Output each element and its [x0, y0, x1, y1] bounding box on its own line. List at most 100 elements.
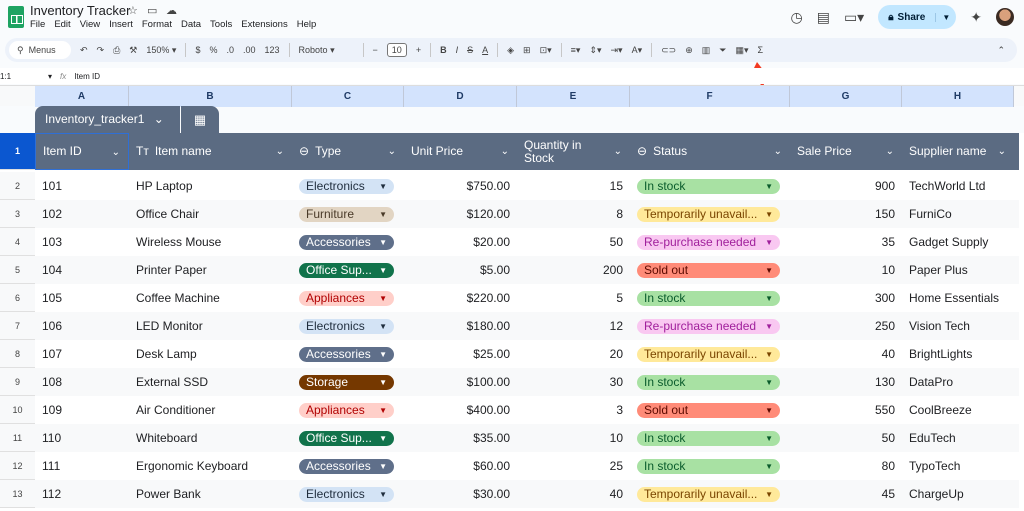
type-chip[interactable]: Appliances ▼: [299, 291, 394, 306]
chevron-down-icon[interactable]: ⌄: [387, 146, 396, 157]
increase-decimal-button[interactable]: .00: [242, 45, 256, 55]
cell-item-name[interactable]: Office Chair: [136, 207, 200, 221]
cell-item-id[interactable]: 111: [42, 459, 61, 473]
menu-edit[interactable]: Edit: [54, 19, 71, 30]
status-chip[interactable]: In stock ▼: [637, 179, 780, 194]
chevron-down-icon[interactable]: ⌄: [613, 146, 622, 157]
type-chip[interactable]: Electronics ▼: [299, 179, 394, 194]
font-size-input[interactable]: 10: [386, 43, 407, 57]
version-history-icon[interactable]: ◷: [790, 8, 803, 25]
chevron-down-icon[interactable]: ⌄: [275, 146, 284, 157]
cell-sale-price[interactable]: 300: [874, 291, 895, 305]
number-format-button[interactable]: 123: [264, 45, 280, 55]
fill-color-icon[interactable]: ◈: [507, 44, 515, 55]
cell-item-name[interactable]: Air Conditioner: [136, 403, 216, 417]
cell-unit-price[interactable]: $25.00: [473, 347, 510, 361]
filter-icon[interactable]: ⏷: [719, 44, 727, 55]
type-chip[interactable]: Office Sup... ▼: [299, 431, 394, 446]
cell-supplier-name[interactable]: FurniCo: [909, 207, 952, 221]
cell-supplier-name[interactable]: TypoTech: [909, 459, 961, 473]
cell-supplier-name[interactable]: Vision Tech: [909, 319, 970, 333]
cell-item-name[interactable]: Ergonomic Keyboard: [136, 459, 249, 473]
cell-item-id[interactable]: 101: [42, 179, 63, 193]
row-number-12[interactable]: 12: [0, 452, 35, 480]
comments-icon[interactable]: ▤: [816, 8, 830, 25]
menu-file[interactable]: File: [30, 19, 46, 30]
cell-item-name[interactable]: LED Monitor: [136, 319, 203, 333]
column-header-d[interactable]: D: [404, 86, 517, 107]
column-header-f[interactable]: F: [630, 86, 790, 107]
cell-sale-price[interactable]: 150: [874, 207, 895, 221]
cell-supplier-name[interactable]: Paper Plus: [909, 263, 968, 277]
row-number-7[interactable]: 7: [0, 312, 35, 340]
status-chip[interactable]: Sold out ▼: [637, 403, 780, 418]
percent-button[interactable]: %: [209, 45, 218, 55]
search-menus[interactable]: ⚲ Menus: [9, 41, 71, 59]
cell-supplier-name[interactable]: CoolBreeze: [909, 403, 972, 417]
cell-supplier-name[interactable]: TechWorld Ltd: [909, 179, 986, 193]
cell-sale-price[interactable]: 40: [881, 347, 895, 361]
status-chip[interactable]: Sold out ▼: [637, 263, 780, 278]
cloud-status-icon[interactable]: ☁: [166, 5, 177, 17]
currency-button[interactable]: $: [195, 45, 201, 55]
cell-item-id[interactable]: 105: [42, 291, 63, 305]
cell-unit-price[interactable]: $120.00: [466, 207, 510, 221]
cell-sale-price[interactable]: 550: [874, 403, 895, 417]
borders-icon[interactable]: ⊞: [523, 44, 531, 55]
chevron-down-icon[interactable]: ⌄: [111, 147, 120, 158]
type-chip[interactable]: Furniture ▼: [299, 207, 394, 222]
decrease-font-size-button[interactable]: −: [372, 45, 378, 55]
cell-item-id[interactable]: 102: [42, 207, 63, 221]
cell-supplier-name[interactable]: Gadget Supply: [909, 235, 989, 249]
cell-unit-price[interactable]: $180.00: [466, 319, 510, 333]
insert-link-icon[interactable]: ⊂⊃: [661, 44, 677, 55]
status-chip[interactable]: In stock ▼: [637, 459, 780, 474]
cell-item-id[interactable]: 103: [42, 235, 63, 249]
insert-comment-icon[interactable]: ⊕: [685, 44, 693, 55]
text-wrapping-icon[interactable]: ⇥▾: [610, 44, 623, 55]
cell-unit-price[interactable]: $60.00: [473, 459, 510, 473]
type-chip[interactable]: Accessories ▼: [299, 347, 394, 362]
insert-chart-icon[interactable]: ▥: [701, 44, 711, 55]
cell-supplier-name[interactable]: BrightLights: [909, 347, 973, 361]
menu-format[interactable]: Format: [141, 19, 172, 30]
status-chip[interactable]: Re-purchase needed ▼: [637, 235, 780, 250]
cell-unit-price[interactable]: $5.00: [479, 263, 510, 277]
chevron-down-icon[interactable]: ⌄: [773, 146, 782, 157]
increase-font-size-button[interactable]: +: [415, 45, 422, 55]
cell-item-name[interactable]: Coffee Machine: [136, 291, 220, 305]
chevron-down-icon[interactable]: ⌄: [997, 146, 1006, 157]
cell-sale-price[interactable]: 80: [881, 459, 895, 473]
cell-quantity-in-stock[interactable]: 12: [609, 319, 623, 333]
cell-quantity-in-stock[interactable]: 25: [609, 459, 623, 473]
cell-quantity-in-stock[interactable]: 10: [609, 431, 623, 445]
cell-item-id[interactable]: 109: [42, 403, 63, 417]
row-number-2[interactable]: 2: [0, 172, 35, 200]
cell-unit-price[interactable]: $20.00: [473, 235, 510, 249]
column-header-c[interactable]: C: [292, 86, 404, 107]
header-sale-price[interactable]: Sale Price ⌄: [790, 133, 902, 170]
gemini-icon[interactable]: ✦: [970, 8, 982, 25]
decrease-decimal-button[interactable]: .0: [226, 45, 234, 55]
font-select[interactable]: Roboto ▾: [298, 44, 335, 55]
type-chip[interactable]: Storage ▼: [299, 375, 394, 390]
column-header-a[interactable]: A: [35, 86, 129, 107]
menu-extensions[interactable]: Extensions: [241, 19, 288, 30]
cell-unit-price[interactable]: $35.00: [473, 431, 510, 445]
redo-icon[interactable]: ↷: [96, 44, 105, 55]
cell-item-id[interactable]: 104: [42, 263, 63, 277]
column-header-e[interactable]: E: [517, 86, 630, 107]
status-chip[interactable]: In stock ▼: [637, 375, 780, 390]
filter-views-icon[interactable]: ▦▾: [735, 44, 749, 55]
bold-icon[interactable]: B: [440, 45, 447, 55]
header-quantity-in-stock[interactable]: Quantity in Stock ⌄: [517, 133, 630, 170]
cell-quantity-in-stock[interactable]: 50: [609, 235, 623, 249]
document-title[interactable]: Inventory Tracker: [30, 3, 131, 18]
paint-format-icon[interactable]: ⚒: [129, 44, 138, 55]
undo-icon[interactable]: ↶: [80, 44, 88, 55]
header-item-name[interactable]: Tт Item name ⌄: [129, 133, 292, 170]
horizontal-align-icon[interactable]: ≡▾: [570, 44, 581, 55]
cell-sale-price[interactable]: 35: [881, 235, 895, 249]
type-chip[interactable]: Accessories ▼: [299, 235, 394, 250]
column-header-g[interactable]: G: [790, 86, 902, 107]
